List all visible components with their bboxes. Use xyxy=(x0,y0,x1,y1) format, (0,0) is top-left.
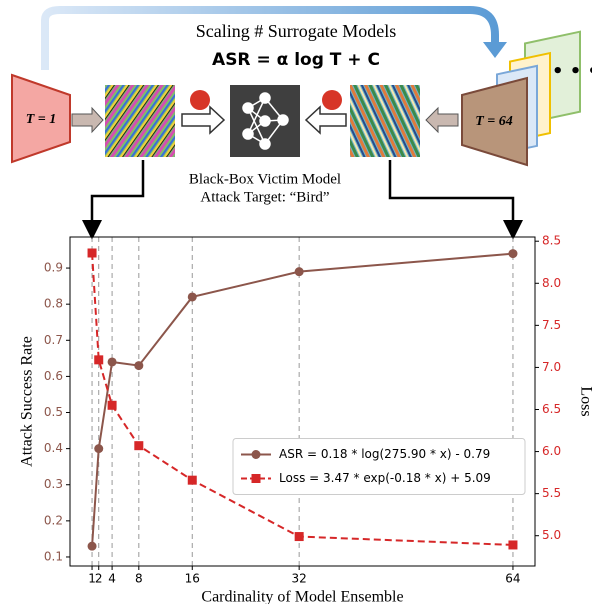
pointer-arrow xyxy=(390,160,513,230)
arrow xyxy=(426,108,458,132)
y2-axis-label: Loss xyxy=(577,386,592,416)
x-tick-label: 8 xyxy=(135,572,143,586)
y-tick-label: 0.4 xyxy=(44,441,63,455)
arrow xyxy=(182,107,224,133)
y2-tick-label: 7.0 xyxy=(542,360,561,374)
marker xyxy=(134,361,143,370)
marker xyxy=(295,532,304,541)
y2-tick-label: 7.5 xyxy=(542,318,561,332)
marker xyxy=(88,542,97,551)
x-tick-label: 16 xyxy=(185,572,200,586)
marker xyxy=(508,249,517,258)
y2-tick-label: 8.0 xyxy=(542,276,561,290)
marker xyxy=(108,401,117,410)
y-tick-label: 0.1 xyxy=(44,549,63,563)
y-tick-label: 0.2 xyxy=(44,513,63,527)
x-axis-label: Cardinality of Model Ensemble xyxy=(201,589,403,604)
scaling-arrowhead xyxy=(483,42,507,58)
y-tick-label: 0.9 xyxy=(44,261,63,275)
marker xyxy=(508,540,517,549)
diagram-title: Scaling # Surrogate Models xyxy=(196,21,396,41)
adv-image-2 xyxy=(350,85,420,157)
y-tick-label: 0.8 xyxy=(44,297,63,311)
y2-tick-label: 8.5 xyxy=(542,234,561,248)
marker xyxy=(188,292,197,301)
pointer-arrow xyxy=(92,160,143,230)
marker xyxy=(94,444,103,453)
marker xyxy=(188,476,197,485)
y-tick-label: 0.3 xyxy=(44,477,63,491)
y2-tick-label: 5.5 xyxy=(542,486,561,500)
legend-label: ASR = 0.18 * log(275.90 * x) - 0.79 xyxy=(279,447,490,461)
y-tick-label: 0.7 xyxy=(44,333,63,347)
x-tick-label: 4 xyxy=(108,572,116,586)
target-label: Attack Target: “Bird” xyxy=(200,189,329,205)
formula: ASR = α log T + C xyxy=(212,50,380,70)
marker xyxy=(295,267,304,276)
marker xyxy=(108,357,117,366)
series-line xyxy=(92,254,513,547)
attack-icon xyxy=(190,90,210,110)
arrow xyxy=(306,107,346,133)
x-tick-label: 64 xyxy=(505,572,520,586)
marker xyxy=(94,355,103,364)
y-axis-label: Attack Success Rate xyxy=(19,336,36,467)
x-tick-label: 2 xyxy=(95,572,103,586)
y2-tick-label: 6.5 xyxy=(542,402,561,416)
marker xyxy=(134,441,143,450)
ellipsis: • • • xyxy=(552,61,592,82)
marker xyxy=(88,248,97,257)
series-line xyxy=(92,253,513,545)
arrow xyxy=(72,108,103,132)
adv-image-1 xyxy=(105,85,175,157)
y2-tick-label: 6.0 xyxy=(542,444,561,458)
y2-tick-label: 5.0 xyxy=(542,528,561,542)
figure: Scaling # Surrogate Models ASR = α log T… xyxy=(0,0,592,604)
legend-marker xyxy=(252,474,261,483)
x-tick-label: 32 xyxy=(292,572,307,586)
attack-icon xyxy=(322,90,342,110)
legend-label: Loss = 3.47 * exp(-0.18 * x) + 5.09 xyxy=(279,471,491,485)
victim-label: Black-Box Victim Model xyxy=(189,171,341,187)
y-tick-label: 0.6 xyxy=(44,369,63,383)
left-model-label: T = 1 xyxy=(26,112,57,127)
plot-frame xyxy=(70,237,535,566)
right-model-label: T = 64 xyxy=(475,114,513,129)
y-tick-label: 0.5 xyxy=(44,405,63,419)
legend-marker xyxy=(252,450,261,459)
